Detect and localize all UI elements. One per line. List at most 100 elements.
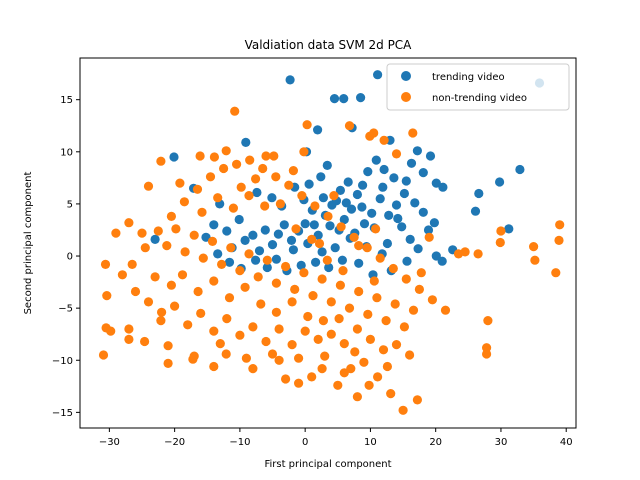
data-point [429, 218, 439, 228]
data-point [406, 158, 417, 168]
data-point [359, 357, 369, 367]
data-point [310, 201, 320, 211]
data-point [299, 268, 309, 278]
data-point [335, 280, 345, 290]
data-point [378, 182, 388, 192]
legend-marker-trending [401, 71, 411, 81]
data-point [316, 172, 326, 182]
data-point [412, 395, 422, 405]
data-point [346, 364, 356, 374]
data-point [287, 340, 297, 350]
data-point [244, 249, 254, 259]
data-point [150, 272, 160, 282]
data-point [401, 274, 411, 284]
data-point [143, 297, 154, 307]
data-point [362, 243, 372, 253]
data-point [313, 230, 323, 240]
data-point [326, 329, 336, 339]
data-point [375, 253, 385, 263]
data-point [427, 295, 437, 305]
data-point [307, 234, 317, 244]
x-axis-label: First principal component [264, 459, 391, 470]
data-point [269, 151, 279, 161]
data-point [431, 178, 441, 188]
data-point [317, 274, 327, 284]
data-point [137, 228, 147, 238]
data-point [163, 358, 173, 368]
data-point [381, 316, 391, 326]
y-axis-label: Second principal component [23, 172, 34, 315]
data-point [359, 219, 370, 229]
data-point [267, 240, 278, 250]
data-point [382, 361, 392, 372]
data-point [425, 151, 436, 161]
data-point [267, 349, 278, 359]
data-point [515, 164, 525, 175]
data-point [285, 75, 295, 85]
data-point [294, 378, 304, 388]
data-point [281, 261, 291, 272]
data-point [297, 191, 307, 201]
data-point [551, 268, 561, 278]
data-point [240, 282, 250, 292]
data-point [288, 245, 298, 255]
data-point [324, 262, 334, 273]
data-point [393, 213, 403, 224]
data-point [153, 226, 163, 236]
data-point [124, 324, 134, 334]
data-point [281, 374, 291, 384]
x-tick-label: 10 [364, 437, 377, 448]
data-point [111, 228, 121, 238]
data-point [373, 372, 383, 382]
data-point [170, 301, 180, 311]
data-point [399, 188, 409, 199]
data-point [163, 341, 173, 351]
data-point [267, 193, 277, 203]
data-point [221, 349, 231, 359]
data-point [339, 214, 349, 225]
data-point [384, 210, 394, 220]
data-point [378, 345, 389, 355]
data-point [209, 220, 219, 230]
data-point [183, 320, 193, 330]
chart-title: Valdiation data SVM 2d PCA [245, 38, 413, 52]
data-point [320, 351, 330, 361]
data-point [262, 262, 272, 273]
data-point [253, 272, 263, 282]
data-point [343, 177, 353, 187]
data-point [254, 246, 265, 256]
legend-box [386, 63, 570, 111]
data-point [124, 218, 134, 228]
data-point [369, 128, 379, 138]
y-tick-label: −5 [58, 304, 73, 315]
data-point [192, 184, 203, 194]
data-point [410, 198, 420, 208]
data-point [358, 180, 368, 190]
data-point [408, 305, 419, 315]
data-point [554, 235, 564, 245]
data-point [391, 149, 402, 159]
data-point [354, 286, 364, 297]
data-point [169, 152, 179, 162]
data-point [483, 316, 493, 326]
data-point [496, 226, 506, 236]
data-point [330, 243, 340, 253]
x-axis-ticks: −30 −20 −10 0 10 20 30 40 [99, 428, 573, 448]
data-point [405, 350, 415, 360]
data-point [365, 334, 375, 344]
data-point [157, 307, 167, 317]
data-point [236, 182, 246, 192]
data-point [127, 259, 137, 269]
data-point [333, 380, 343, 390]
legend-label-trending: trending video [432, 72, 505, 83]
data-point [307, 372, 317, 382]
data-point [209, 361, 219, 372]
data-point [349, 232, 359, 242]
data-point [329, 191, 339, 201]
data-point [290, 284, 300, 294]
y-tick-label: 5 [67, 199, 73, 210]
data-point [335, 185, 345, 195]
data-point [251, 174, 261, 184]
data-point [338, 266, 348, 276]
